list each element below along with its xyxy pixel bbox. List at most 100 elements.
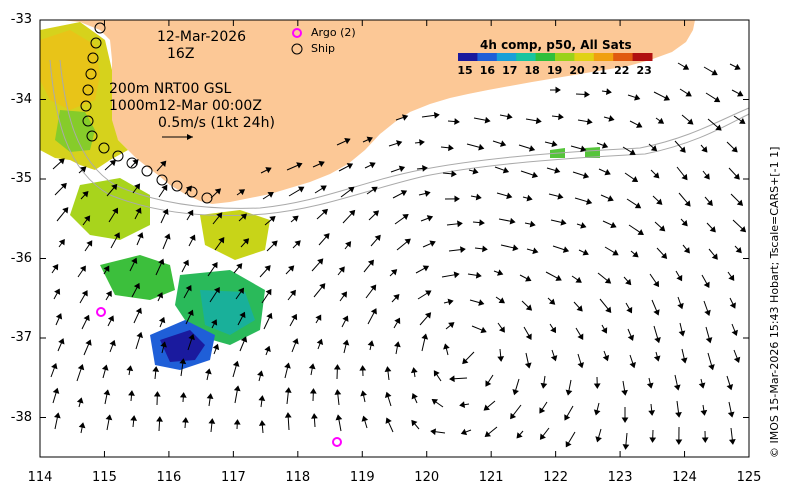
current-arrowhead	[604, 168, 611, 176]
current-arrowhead	[85, 339, 92, 346]
axis-ticks	[39, 19, 750, 457]
ship-position	[156, 174, 168, 186]
current-arrowhead	[430, 428, 437, 436]
ship-position	[201, 192, 213, 204]
current-arrowhead	[502, 166, 510, 174]
current-arrowhead	[265, 288, 272, 296]
ship-position	[141, 165, 153, 177]
current-arrowhead	[135, 307, 142, 314]
current-arrowhead	[605, 306, 612, 313]
x-tick-label: 123	[607, 470, 633, 485]
current-arrowhead	[187, 209, 194, 217]
current-arrowhead	[676, 274, 683, 282]
current-arrowhead	[731, 329, 738, 337]
current-arrowhead	[156, 292, 164, 299]
current-arrowhead	[557, 192, 564, 200]
current-arrowhead	[475, 271, 482, 279]
current-arrowhead	[506, 192, 513, 200]
current-arrowhead	[103, 265, 110, 272]
current-arrowhead	[58, 158, 65, 165]
current-arrowhead	[236, 263, 243, 270]
current-arrowhead	[660, 252, 668, 259]
colorbar-tick-label: 23	[636, 64, 652, 77]
current-arrowhead	[593, 383, 601, 389]
credit-text: © IMOS 15-Mar-2026 15:43 Hobart; Tscale=…	[768, 146, 781, 458]
current-arrowhead	[349, 209, 356, 217]
current-arrowhead	[264, 265, 271, 272]
current-arrowhead	[729, 302, 736, 309]
current-arrowhead	[58, 238, 65, 246]
current-arrowhead	[402, 214, 409, 221]
ship-position	[171, 180, 183, 192]
current-arrowhead	[189, 234, 196, 241]
current-arrowhead	[482, 245, 488, 253]
current-arrowhead	[137, 232, 144, 239]
current-arrowhead	[394, 317, 401, 325]
current-arrowhead	[109, 159, 116, 167]
current-arrowhead	[296, 162, 303, 169]
current-arrowhead	[654, 337, 661, 344]
current-arrowhead	[681, 173, 688, 181]
argo-legend-label: Argo (2)	[311, 26, 356, 39]
current-arrowhead	[238, 189, 246, 196]
colorbar-segment	[574, 53, 595, 61]
current-arrowhead	[421, 333, 429, 340]
current-arrowhead	[83, 314, 90, 322]
x-tick-label: 117	[220, 470, 246, 485]
current-arrowhead	[653, 172, 660, 179]
current-arrowhead	[650, 145, 658, 152]
current-arrowhead	[629, 149, 636, 155]
colorbar-segment	[593, 53, 614, 61]
current-arrowhead	[257, 370, 264, 377]
current-arrowhead	[384, 366, 392, 372]
colorbar-segment	[555, 53, 575, 61]
current-arrowhead	[540, 382, 548, 389]
current-arrowhead	[426, 215, 434, 222]
current-arrowhead	[164, 233, 171, 240]
current-arrowhead	[713, 96, 721, 103]
current-arrowhead	[258, 420, 266, 426]
current-arrowhead	[700, 409, 708, 416]
current-arrowhead	[701, 146, 708, 153]
current-arrowhead	[627, 334, 635, 341]
x-tick-label: 124	[672, 470, 697, 485]
current-arrowhead	[607, 195, 614, 202]
current-arrowhead	[309, 388, 317, 394]
current-arrowhead	[297, 186, 305, 193]
current-arrowhead	[185, 284, 192, 292]
colorbar-tick-label: 18	[524, 64, 540, 77]
current-arrowhead	[634, 94, 641, 101]
current-arrowhead	[673, 384, 681, 391]
colorbar-segment	[477, 53, 498, 61]
current-arrowhead	[433, 111, 440, 119]
current-arrowhead	[81, 290, 88, 297]
current-arrowhead	[555, 86, 561, 94]
current-arrowhead	[334, 389, 342, 395]
current-arrowhead	[457, 220, 463, 228]
current-arrowhead	[454, 118, 460, 125]
current-arrowhead	[264, 345, 271, 352]
current-arrowhead	[629, 361, 636, 369]
current-arrowhead	[424, 312, 432, 319]
current-arrowhead	[131, 257, 138, 264]
current-arrowhead	[682, 63, 690, 70]
x-tick-label: 125	[736, 470, 762, 485]
current-arrowhead	[625, 278, 632, 286]
current-arrowhead	[136, 331, 143, 339]
current-arrowhead	[294, 240, 301, 247]
current-arrowhead	[112, 207, 118, 215]
current-arrowhead	[479, 219, 485, 227]
ship-position	[98, 142, 110, 154]
current-arrowhead	[562, 246, 570, 253]
map-time: 16Z	[167, 46, 195, 62]
current-arrowhead	[233, 419, 241, 425]
current-arrowhead	[284, 387, 292, 393]
current-arrowhead	[60, 182, 67, 190]
current-arrowhead	[79, 265, 86, 272]
current-arrowhead	[726, 384, 734, 391]
current-arrowhead	[498, 297, 505, 304]
current-arrowhead	[586, 198, 593, 205]
current-arrowhead	[411, 419, 418, 427]
current-arrowhead	[308, 363, 316, 370]
land-mass	[40, 20, 695, 204]
